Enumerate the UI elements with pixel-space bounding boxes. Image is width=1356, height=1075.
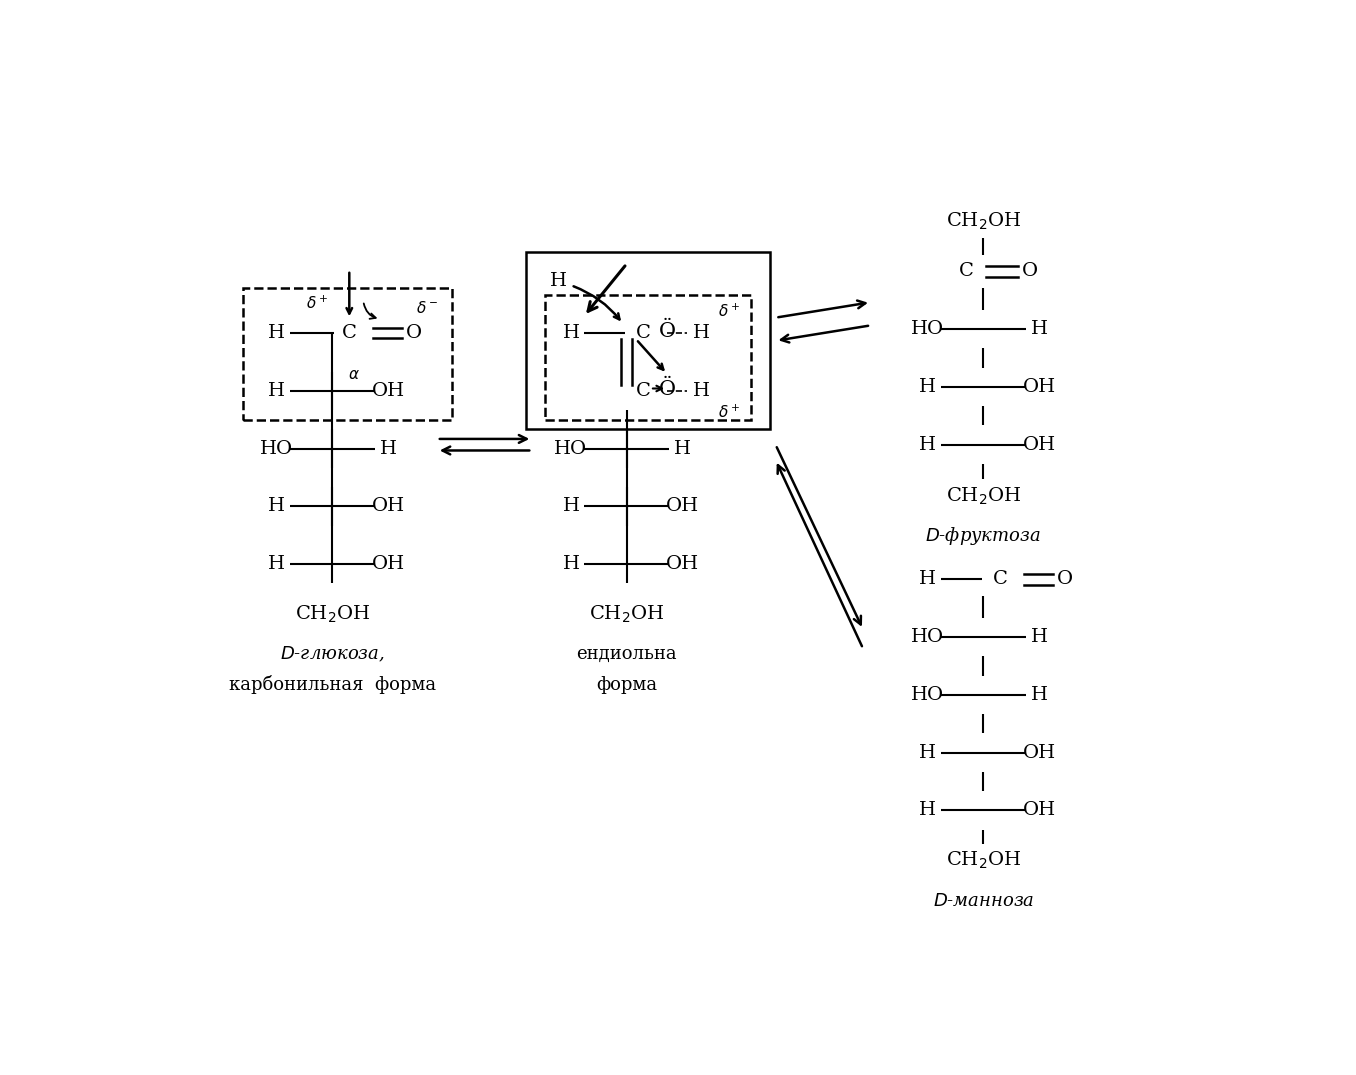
Text: H: H — [919, 571, 936, 588]
Text: H: H — [919, 744, 936, 762]
Text: OH: OH — [1022, 435, 1055, 454]
Text: OH: OH — [666, 555, 700, 573]
Text: $\delta^-$: $\delta^-$ — [416, 300, 438, 316]
Text: карбонильная  форма: карбонильная форма — [229, 675, 435, 694]
Text: HO: HO — [911, 320, 944, 339]
Text: H: H — [563, 324, 579, 342]
Text: C: C — [993, 571, 1008, 588]
Text: OH: OH — [372, 555, 404, 573]
Text: H: H — [919, 802, 936, 819]
Text: OH: OH — [1022, 802, 1055, 819]
Text: HO: HO — [911, 686, 944, 704]
Text: CH$_2$OH: CH$_2$OH — [945, 211, 1021, 232]
Text: H: H — [551, 272, 567, 289]
Text: $\delta^+$: $\delta^+$ — [717, 404, 740, 421]
Text: H: H — [268, 324, 285, 342]
Text: Ö: Ö — [659, 321, 675, 341]
Text: H: H — [1031, 628, 1048, 646]
Text: CH$_2$OH: CH$_2$OH — [589, 603, 664, 625]
Text: H: H — [268, 498, 285, 515]
Text: OH: OH — [1022, 378, 1055, 396]
Text: H: H — [1031, 320, 1048, 339]
Text: H: H — [268, 382, 285, 400]
Text: O: O — [407, 324, 423, 342]
Text: форма: форма — [597, 676, 658, 694]
Text: $D$-фруктоза: $D$-фруктоза — [925, 526, 1041, 547]
Text: H: H — [693, 382, 709, 400]
Text: H: H — [268, 555, 285, 573]
Text: H: H — [1031, 686, 1048, 704]
Text: C: C — [636, 382, 651, 400]
Text: OH: OH — [372, 382, 404, 400]
Text: O: O — [1021, 262, 1037, 281]
Text: HO: HO — [911, 628, 944, 646]
Text: C: C — [342, 324, 357, 342]
Text: $D$-манноза: $D$-манноза — [933, 891, 1035, 909]
Text: CH$_2$OH: CH$_2$OH — [294, 603, 370, 625]
Text: HO: HO — [260, 440, 293, 458]
Text: H: H — [380, 440, 396, 458]
Text: C: C — [636, 324, 651, 342]
Text: ендиольна: ендиольна — [576, 645, 677, 663]
Text: $\delta^+$: $\delta^+$ — [305, 296, 328, 313]
Text: H: H — [563, 498, 579, 515]
Text: H: H — [919, 378, 936, 396]
Text: C: C — [959, 262, 974, 281]
Text: OH: OH — [372, 498, 404, 515]
Text: Ö: Ö — [659, 379, 675, 399]
Text: $D$-глюкоза,: $D$-глюкоза, — [279, 645, 385, 663]
Text: CH$_2$OH: CH$_2$OH — [945, 486, 1021, 507]
Text: $\delta^+$: $\delta^+$ — [717, 303, 740, 320]
Text: $\alpha$: $\alpha$ — [348, 369, 359, 383]
Text: OH: OH — [666, 498, 700, 515]
Text: CH$_2$OH: CH$_2$OH — [945, 850, 1021, 871]
Text: H: H — [563, 555, 579, 573]
Text: O: O — [1058, 571, 1074, 588]
Text: H: H — [919, 435, 936, 454]
Text: HO: HO — [555, 440, 587, 458]
Text: H: H — [674, 440, 692, 458]
Text: H: H — [693, 324, 709, 342]
Text: OH: OH — [1022, 744, 1055, 762]
